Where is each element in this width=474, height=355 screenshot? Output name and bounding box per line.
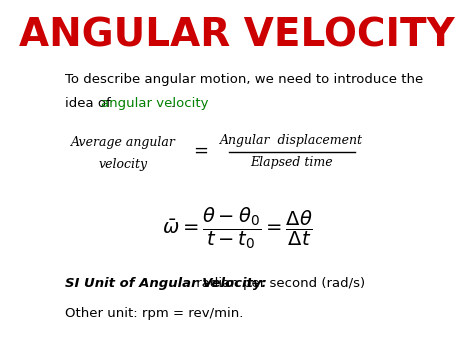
Text: Average angular: Average angular [71, 136, 175, 148]
Text: =: = [193, 141, 209, 159]
Text: .: . [170, 97, 174, 110]
Text: Elapsed time: Elapsed time [250, 156, 332, 169]
Text: radian per second (rad/s): radian per second (rad/s) [192, 277, 365, 290]
Text: idea of: idea of [65, 97, 115, 110]
Text: SI Unit of Angular Velocity:: SI Unit of Angular Velocity: [65, 277, 267, 290]
Text: ANGULAR VELOCITY: ANGULAR VELOCITY [19, 17, 455, 55]
Text: To describe angular motion, we need to introduce the: To describe angular motion, we need to i… [65, 73, 423, 86]
Text: angular velocity: angular velocity [101, 97, 209, 110]
Text: Angular  displacement: Angular displacement [219, 134, 363, 147]
Text: $\bar{\omega} = \dfrac{\theta - \theta_0}{t - t_0} = \dfrac{\Delta\theta}{\Delta: $\bar{\omega} = \dfrac{\theta - \theta_0… [162, 206, 312, 251]
Text: Other unit: rpm = rev/min.: Other unit: rpm = rev/min. [65, 307, 243, 320]
Text: velocity: velocity [99, 158, 147, 171]
